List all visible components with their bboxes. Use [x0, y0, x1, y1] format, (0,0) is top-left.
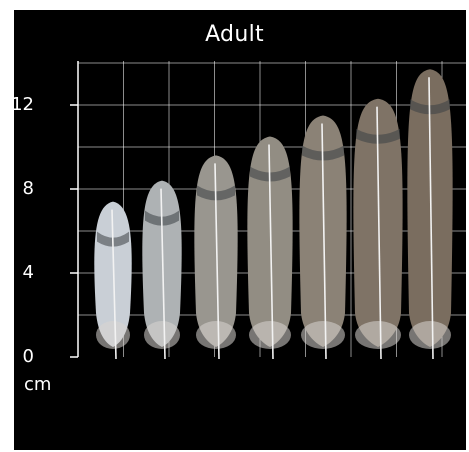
feather-down: [249, 321, 291, 349]
y-tick-label-12: 12: [11, 94, 34, 115]
feather-vane: [299, 115, 347, 347]
feather-shaft: [321, 123, 327, 360]
feather-shaft: [111, 209, 117, 360]
y-tick-label-8: 8: [22, 178, 34, 199]
figure-title: Adult: [205, 22, 264, 47]
y-tick-label-4: 4: [22, 262, 34, 283]
feather-vane: [353, 98, 403, 347]
feather-down: [409, 321, 451, 349]
feather-down: [144, 321, 180, 349]
feather-down: [301, 321, 345, 349]
feather-shaft: [376, 106, 382, 360]
feather: [94, 201, 132, 360]
feather-shaft: [214, 163, 220, 360]
feather: [194, 155, 238, 360]
feather-shaft: [268, 144, 274, 360]
feather-vane: [247, 136, 293, 347]
feather: [299, 115, 347, 360]
feather: [407, 69, 453, 360]
feather-down: [96, 321, 130, 349]
feather: [247, 136, 293, 360]
feather-down: [355, 321, 401, 349]
feather-down: [196, 321, 236, 349]
feather-shaft: [428, 77, 434, 360]
unit-label: cm: [24, 374, 52, 395]
y-tick-label-0: 0: [22, 346, 34, 367]
feather: [142, 180, 182, 360]
feather-vane: [407, 69, 453, 348]
feather-shaft: [160, 188, 166, 360]
feather: [353, 98, 403, 360]
